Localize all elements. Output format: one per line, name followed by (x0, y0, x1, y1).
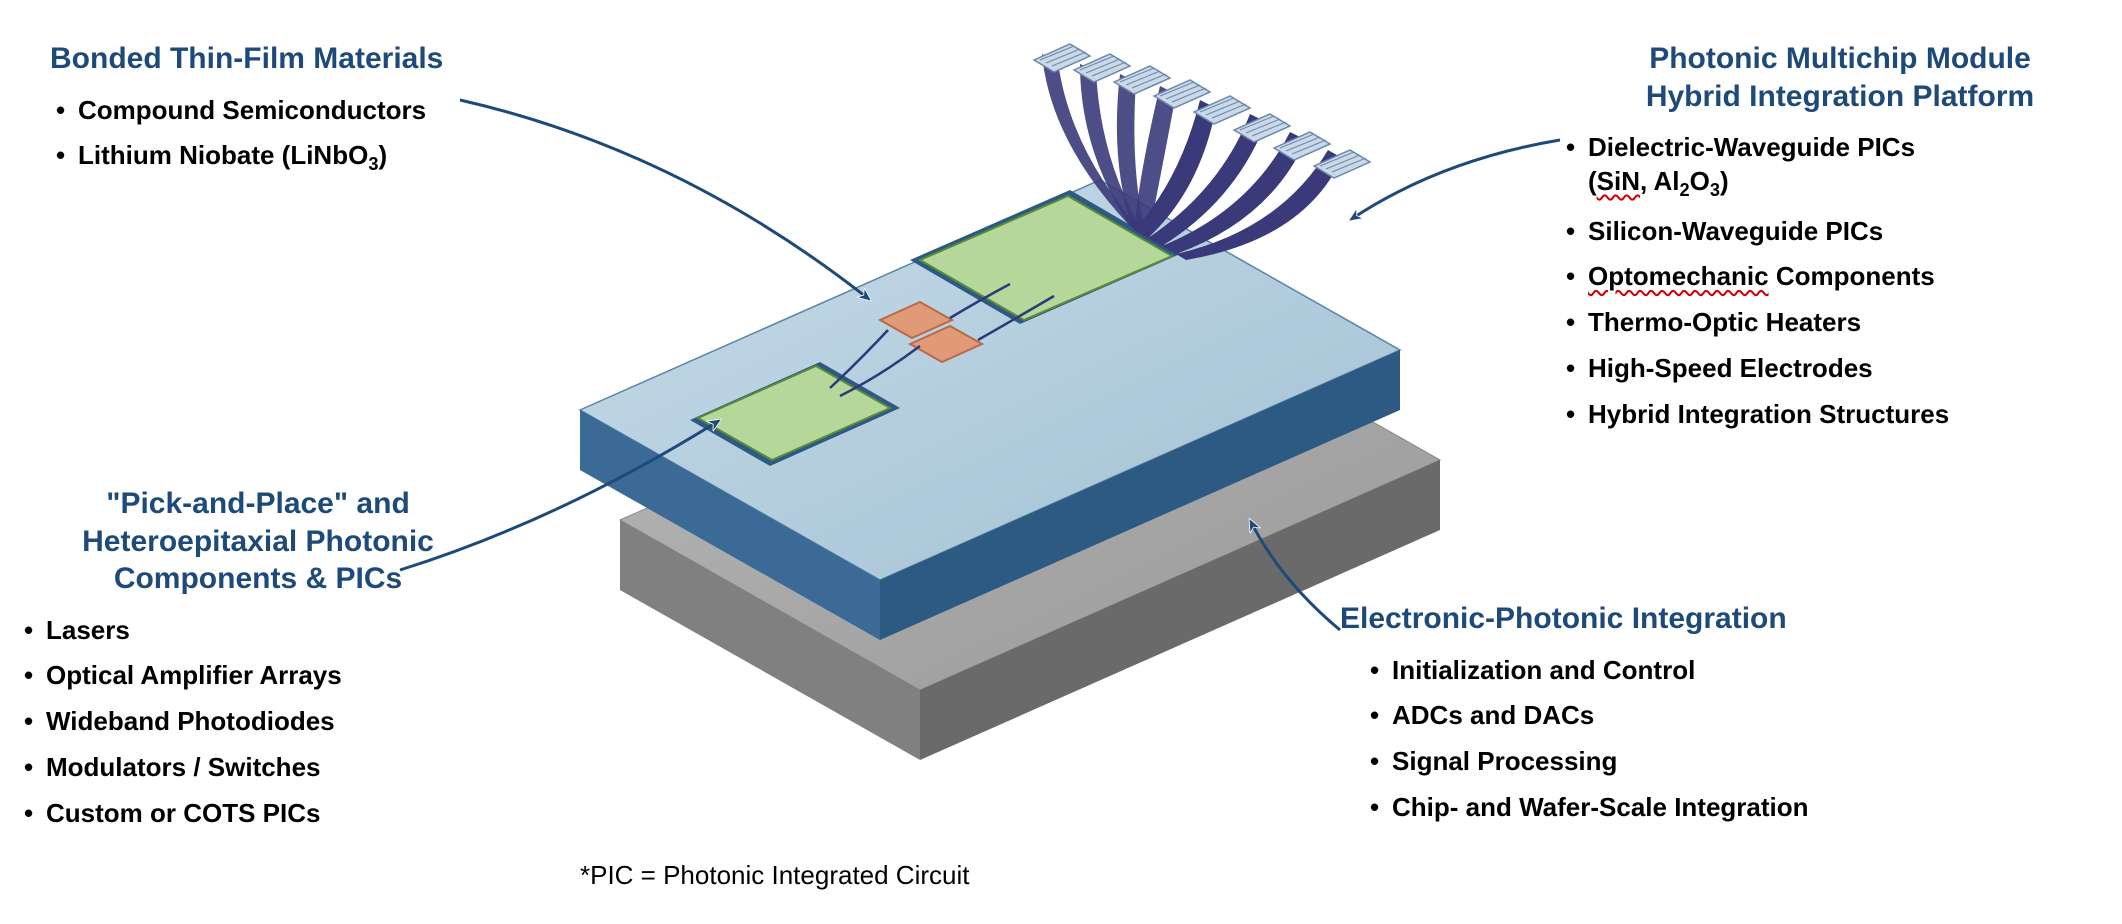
callout-title: Electronic-Photonic Integration (1340, 600, 1900, 638)
callout-title: Bonded Thin-Film Materials (50, 40, 530, 78)
callout-title: "Pick-and-Place" and Heteroepitaxial Pho… (18, 485, 498, 598)
bullet: Modulators / Switches (18, 745, 498, 791)
callout-pick-and-place: "Pick-and-Place" and Heteroepitaxial Pho… (18, 485, 498, 836)
bullet: High-Speed Electrodes (1560, 346, 2120, 392)
bullet: Wideband Photodiodes (18, 699, 498, 745)
bullet: Optomechanic Components (1560, 254, 2120, 300)
footnote-pic: *PIC = Photonic Integrated Circuit (580, 860, 969, 891)
bullet: ADCs and DACs (1364, 693, 1900, 739)
bullet: Optical Amplifier Arrays (18, 653, 498, 699)
bullet: Signal Processing (1364, 739, 1900, 785)
bullet: Initialization and Control (1364, 648, 1900, 694)
callout-bullets: Initialization and Control ADCs and DACs… (1340, 648, 1900, 831)
bullet: Lithium Niobate (LiNbO3) (50, 133, 530, 183)
bullet: Hybrid Integration Structures (1560, 392, 2120, 438)
callout-bullets: Compound Semiconductors Lithium Niobate … (50, 88, 530, 184)
bullet: Compound Semiconductors (50, 88, 530, 134)
bullet: Thermo-Optic Heaters (1560, 300, 2120, 346)
bullet: Chip- and Wafer-Scale Integration (1364, 785, 1900, 831)
callout-bullets: Dielectric-Waveguide PICs (SiN, Al2O3) S… (1560, 125, 2120, 438)
bullet: Silicon-Waveguide PICs (1560, 209, 2120, 255)
callout-title: Photonic Multichip Module Hybrid Integra… (1560, 40, 2120, 115)
bullet: Custom or COTS PICs (18, 791, 498, 837)
bullet: Dielectric-Waveguide PICs (SiN, Al2O3) (1560, 125, 2120, 209)
callout-bullets: Lasers Optical Amplifier Arrays Wideband… (18, 608, 498, 837)
callout-photonic-multichip: Photonic Multichip Module Hybrid Integra… (1560, 40, 2120, 438)
callout-electronic-photonic: Electronic-Photonic Integration Initiali… (1340, 600, 1900, 831)
bullet: Lasers (18, 608, 498, 654)
callout-bonded-thin-film: Bonded Thin-Film Materials Compound Semi… (50, 40, 530, 183)
